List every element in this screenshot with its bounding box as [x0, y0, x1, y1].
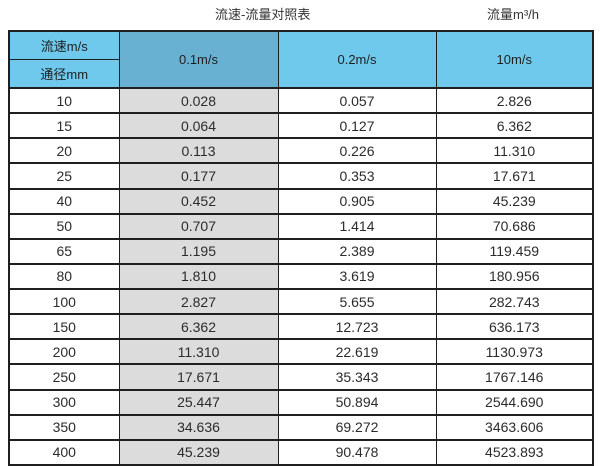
header-col-0-1ms: 0.1m/s — [118, 30, 279, 89]
diameter-cell: 150 — [8, 313, 120, 341]
table-row: 350 34.636 69.272 3463.606 — [8, 413, 594, 441]
flow-cell-0-2: 0.057 — [277, 86, 437, 115]
flow-cell-10: 45.239 — [435, 187, 594, 215]
flow-cell-0-1: 11.310 — [118, 338, 279, 366]
flow-cell-0-1: 0.707 — [118, 212, 279, 240]
flow-cell-0-2: 22.619 — [277, 338, 437, 366]
flow-cell-0-2: 0.127 — [277, 112, 437, 140]
flow-cell-0-1: 0.113 — [118, 137, 279, 165]
flow-cell-0-1: 1.810 — [118, 262, 279, 291]
flow-unit-label: 流量m³/h — [487, 7, 540, 22]
diameter-cell: 40 — [8, 187, 120, 215]
diameter-cell: 100 — [8, 287, 120, 316]
table-row: 25 0.177 0.353 17.671 — [8, 162, 594, 190]
page-title: 流速-流量对照表 — [215, 7, 311, 22]
diameter-cell: 10 — [8, 86, 120, 115]
diameter-cell: 400 — [8, 438, 120, 466]
flow-cell-10: 636.173 — [435, 313, 594, 341]
table-row: 10 0.028 0.057 2.826 — [8, 86, 594, 115]
diameter-cell: 200 — [8, 338, 120, 366]
header-col-10ms: 10m/s — [435, 30, 594, 89]
flow-cell-0-2: 5.655 — [277, 287, 437, 316]
diameter-cell: 80 — [8, 262, 120, 291]
flow-cell-0-1: 17.671 — [118, 363, 279, 391]
flow-cell-10: 11.310 — [435, 137, 594, 165]
flow-cell-10: 119.459 — [435, 237, 594, 265]
table-row: 300 25.447 50.894 2544.690 — [8, 388, 594, 416]
table-row: 20 0.113 0.226 11.310 — [8, 137, 594, 165]
flow-cell-0-2: 35.343 — [277, 363, 437, 391]
flow-cell-0-2: 50.894 — [277, 388, 437, 416]
flow-cell-0-2: 3.619 — [277, 262, 437, 291]
flow-cell-0-2: 0.226 — [277, 137, 437, 165]
header-diameter-label: 通径mm — [8, 59, 120, 89]
flow-cell-0-2: 0.353 — [277, 162, 437, 190]
flow-cell-0-2: 90.478 — [277, 438, 437, 466]
diameter-cell: 300 — [8, 388, 120, 416]
table-row: 15 0.064 0.127 6.362 — [8, 112, 594, 140]
header-velocity-label: 流速m/s — [8, 30, 120, 60]
flow-cell-0-1: 0.028 — [118, 86, 279, 115]
table-row: 150 6.362 12.723 636.173 — [8, 313, 594, 341]
flow-cell-0-1: 1.195 — [118, 237, 279, 265]
flow-cell-0-1: 6.362 — [118, 313, 279, 341]
table-row: 50 0.707 1.414 70.686 — [8, 212, 594, 240]
flow-cell-10: 70.686 — [435, 212, 594, 240]
diameter-cell: 15 — [8, 112, 120, 140]
flow-cell-10: 3463.606 — [435, 413, 594, 441]
table-header: 流速m/s 0.1m/s 0.2m/s 10m/s 通径mm — [8, 30, 594, 89]
diameter-cell: 20 — [8, 137, 120, 165]
flow-cell-0-1: 2.827 — [118, 287, 279, 316]
flow-cell-10: 6.362 — [435, 112, 594, 140]
table-row: 100 2.827 5.655 282.743 — [8, 287, 594, 316]
flow-cell-0-1: 0.064 — [118, 112, 279, 140]
table-row: 80 1.810 3.619 180.956 — [8, 262, 594, 291]
flow-cell-10: 1130.973 — [435, 338, 594, 366]
diameter-cell: 25 — [8, 162, 120, 190]
table-row: 40 0.452 0.905 45.239 — [8, 187, 594, 215]
table-row: 400 45.239 90.478 4523.893 — [8, 438, 594, 466]
flow-cell-10: 4523.893 — [435, 438, 594, 466]
flow-cell-0-2: 0.905 — [277, 187, 437, 215]
diameter-cell: 250 — [8, 363, 120, 391]
table-body: 10 0.028 0.057 2.826 15 0.064 0.127 6.36… — [8, 86, 594, 466]
flow-cell-0-2: 2.389 — [277, 237, 437, 265]
flow-cell-10: 1767.146 — [435, 363, 594, 391]
flow-cell-0-1: 45.239 — [118, 438, 279, 466]
flow-cell-10: 17.671 — [435, 162, 594, 190]
flow-cell-0-1: 0.452 — [118, 187, 279, 215]
table-row: 65 1.195 2.389 119.459 — [8, 237, 594, 265]
header-col-0-2ms: 0.2m/s — [277, 30, 437, 89]
flow-cell-10: 282.743 — [435, 287, 594, 316]
flow-cell-0-1: 0.177 — [118, 162, 279, 190]
flow-cell-0-2: 12.723 — [277, 313, 437, 341]
table-row: 200 11.310 22.619 1130.973 — [8, 338, 594, 366]
flow-cell-0-1: 25.447 — [118, 388, 279, 416]
flow-rate-table: 流速m/s 0.1m/s 0.2m/s 10m/s 通径mm 10 0.028 … — [8, 30, 594, 466]
flow-cell-10: 2.826 — [435, 86, 594, 115]
table-row: 250 17.671 35.343 1767.146 — [8, 363, 594, 391]
diameter-cell: 50 — [8, 212, 120, 240]
flow-cell-10: 180.956 — [435, 262, 594, 291]
flow-cell-0-2: 1.414 — [277, 212, 437, 240]
flow-cell-10: 2544.690 — [435, 388, 594, 416]
flow-cell-0-2: 69.272 — [277, 413, 437, 441]
diameter-cell: 65 — [8, 237, 120, 265]
flow-cell-0-1: 34.636 — [118, 413, 279, 441]
diameter-cell: 350 — [8, 413, 120, 441]
